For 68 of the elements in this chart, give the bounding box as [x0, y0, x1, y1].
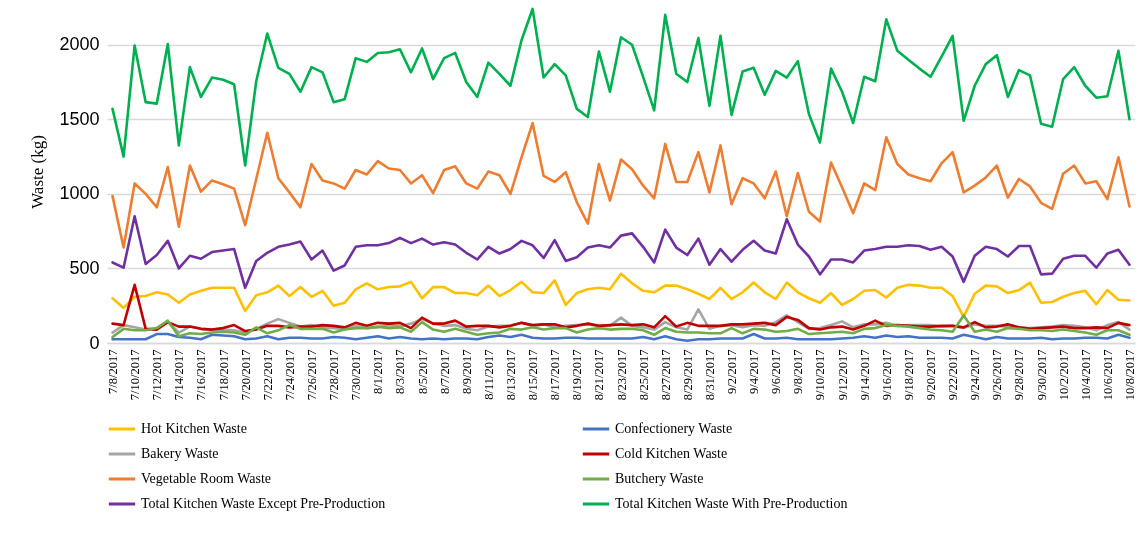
x-tick-label: 8/29/2017 [680, 349, 695, 401]
legend-label: Butchery Waste [615, 471, 704, 486]
x-tick-label: 8/17/2017 [548, 349, 563, 401]
line-series [111, 272, 1131, 319]
x-tick-label: 7/20/2017 [238, 349, 253, 401]
legend-label: Total Kitchen Waste Except Pre-Production [141, 496, 386, 511]
x-tick-label: 9/26/2017 [990, 349, 1005, 401]
x-tick-label: 8/5/2017 [415, 349, 430, 394]
y-axis-title: Waste (kg) [28, 135, 48, 209]
x-tick-label: 9/12/2017 [835, 349, 850, 401]
x-tick-label: 7/30/2017 [349, 349, 364, 401]
x-tick-label: 7/22/2017 [260, 349, 275, 401]
x-tick-label: 8/13/2017 [503, 349, 518, 401]
x-tick-label: 9/4/2017 [747, 349, 762, 394]
line-series [111, 283, 1131, 333]
x-tick-label: 9/16/2017 [879, 349, 894, 401]
legend-label: Cold Kitchen Waste [615, 446, 728, 461]
y-tick-label: 0 [89, 332, 100, 353]
x-tick-label: 7/26/2017 [304, 349, 319, 401]
x-tick-label: 8/27/2017 [658, 349, 673, 401]
x-tick-label: 9/24/2017 [968, 349, 983, 401]
x-tick-label: 9/18/2017 [901, 349, 916, 401]
x-tick-label: 8/1/2017 [371, 349, 386, 394]
x-tick-label: 9/20/2017 [924, 349, 939, 401]
x-tick-label: 8/15/2017 [526, 349, 541, 401]
x-tick-label: 7/14/2017 [172, 349, 187, 401]
y-tick-label: 2000 [59, 34, 100, 55]
line-series [111, 121, 1131, 249]
x-tick-label: 7/28/2017 [327, 349, 342, 401]
x-tick-label: 7/24/2017 [282, 349, 297, 401]
x-tick-label: 10/2/2017 [1056, 349, 1071, 401]
line-series [111, 314, 1131, 339]
legend-label: Vegetable Room Waste [141, 471, 272, 486]
y-tick-label: 1000 [59, 183, 100, 204]
x-tick-label: 9/30/2017 [1034, 349, 1049, 401]
x-tick-label: 9/6/2017 [769, 349, 784, 394]
x-tick-label: 9/28/2017 [1012, 349, 1027, 401]
x-tick-label: 8/31/2017 [702, 349, 717, 401]
x-tick-label: 8/19/2017 [570, 349, 585, 401]
legend-label: Bakery Waste [141, 446, 219, 461]
x-tick-label: 9/8/2017 [791, 349, 806, 394]
x-tick-label: 8/23/2017 [614, 349, 629, 401]
x-tick-label: 7/16/2017 [194, 349, 209, 401]
legend-label: Hot Kitchen Waste [141, 421, 247, 436]
x-tick-label: 7/12/2017 [150, 349, 165, 401]
line-series [111, 332, 1131, 343]
x-tick-label: 10/6/2017 [1100, 349, 1115, 401]
x-tick-label: 9/2/2017 [725, 349, 740, 394]
x-tick-label: 8/21/2017 [592, 349, 607, 401]
line-series [111, 214, 1131, 290]
x-tick-label: 8/25/2017 [636, 349, 651, 401]
x-tick-label: 9/14/2017 [857, 349, 872, 401]
y-tick-label: 500 [69, 257, 100, 278]
x-tick-label: 8/11/2017 [481, 349, 496, 400]
x-tick-label: 8/3/2017 [393, 349, 408, 394]
x-tick-label: 7/10/2017 [128, 349, 143, 401]
x-tick-label: 7/18/2017 [216, 349, 231, 401]
legend-label: Total Kitchen Waste With Pre-Production [615, 496, 848, 511]
x-tick-label: 9/22/2017 [946, 349, 961, 401]
x-tick-label: 10/8/2017 [1122, 349, 1137, 401]
x-tick-label: 8/9/2017 [459, 349, 474, 394]
line-series [111, 7, 1131, 167]
y-tick-label: 1500 [59, 108, 100, 129]
x-tick-label: 9/10/2017 [813, 349, 828, 401]
legend-label: Confectionery Waste [615, 421, 733, 436]
x-tick-label: 8/7/2017 [437, 349, 452, 394]
x-tick-label: 10/4/2017 [1078, 349, 1093, 401]
x-tick-label: 7/8/2017 [106, 349, 121, 394]
